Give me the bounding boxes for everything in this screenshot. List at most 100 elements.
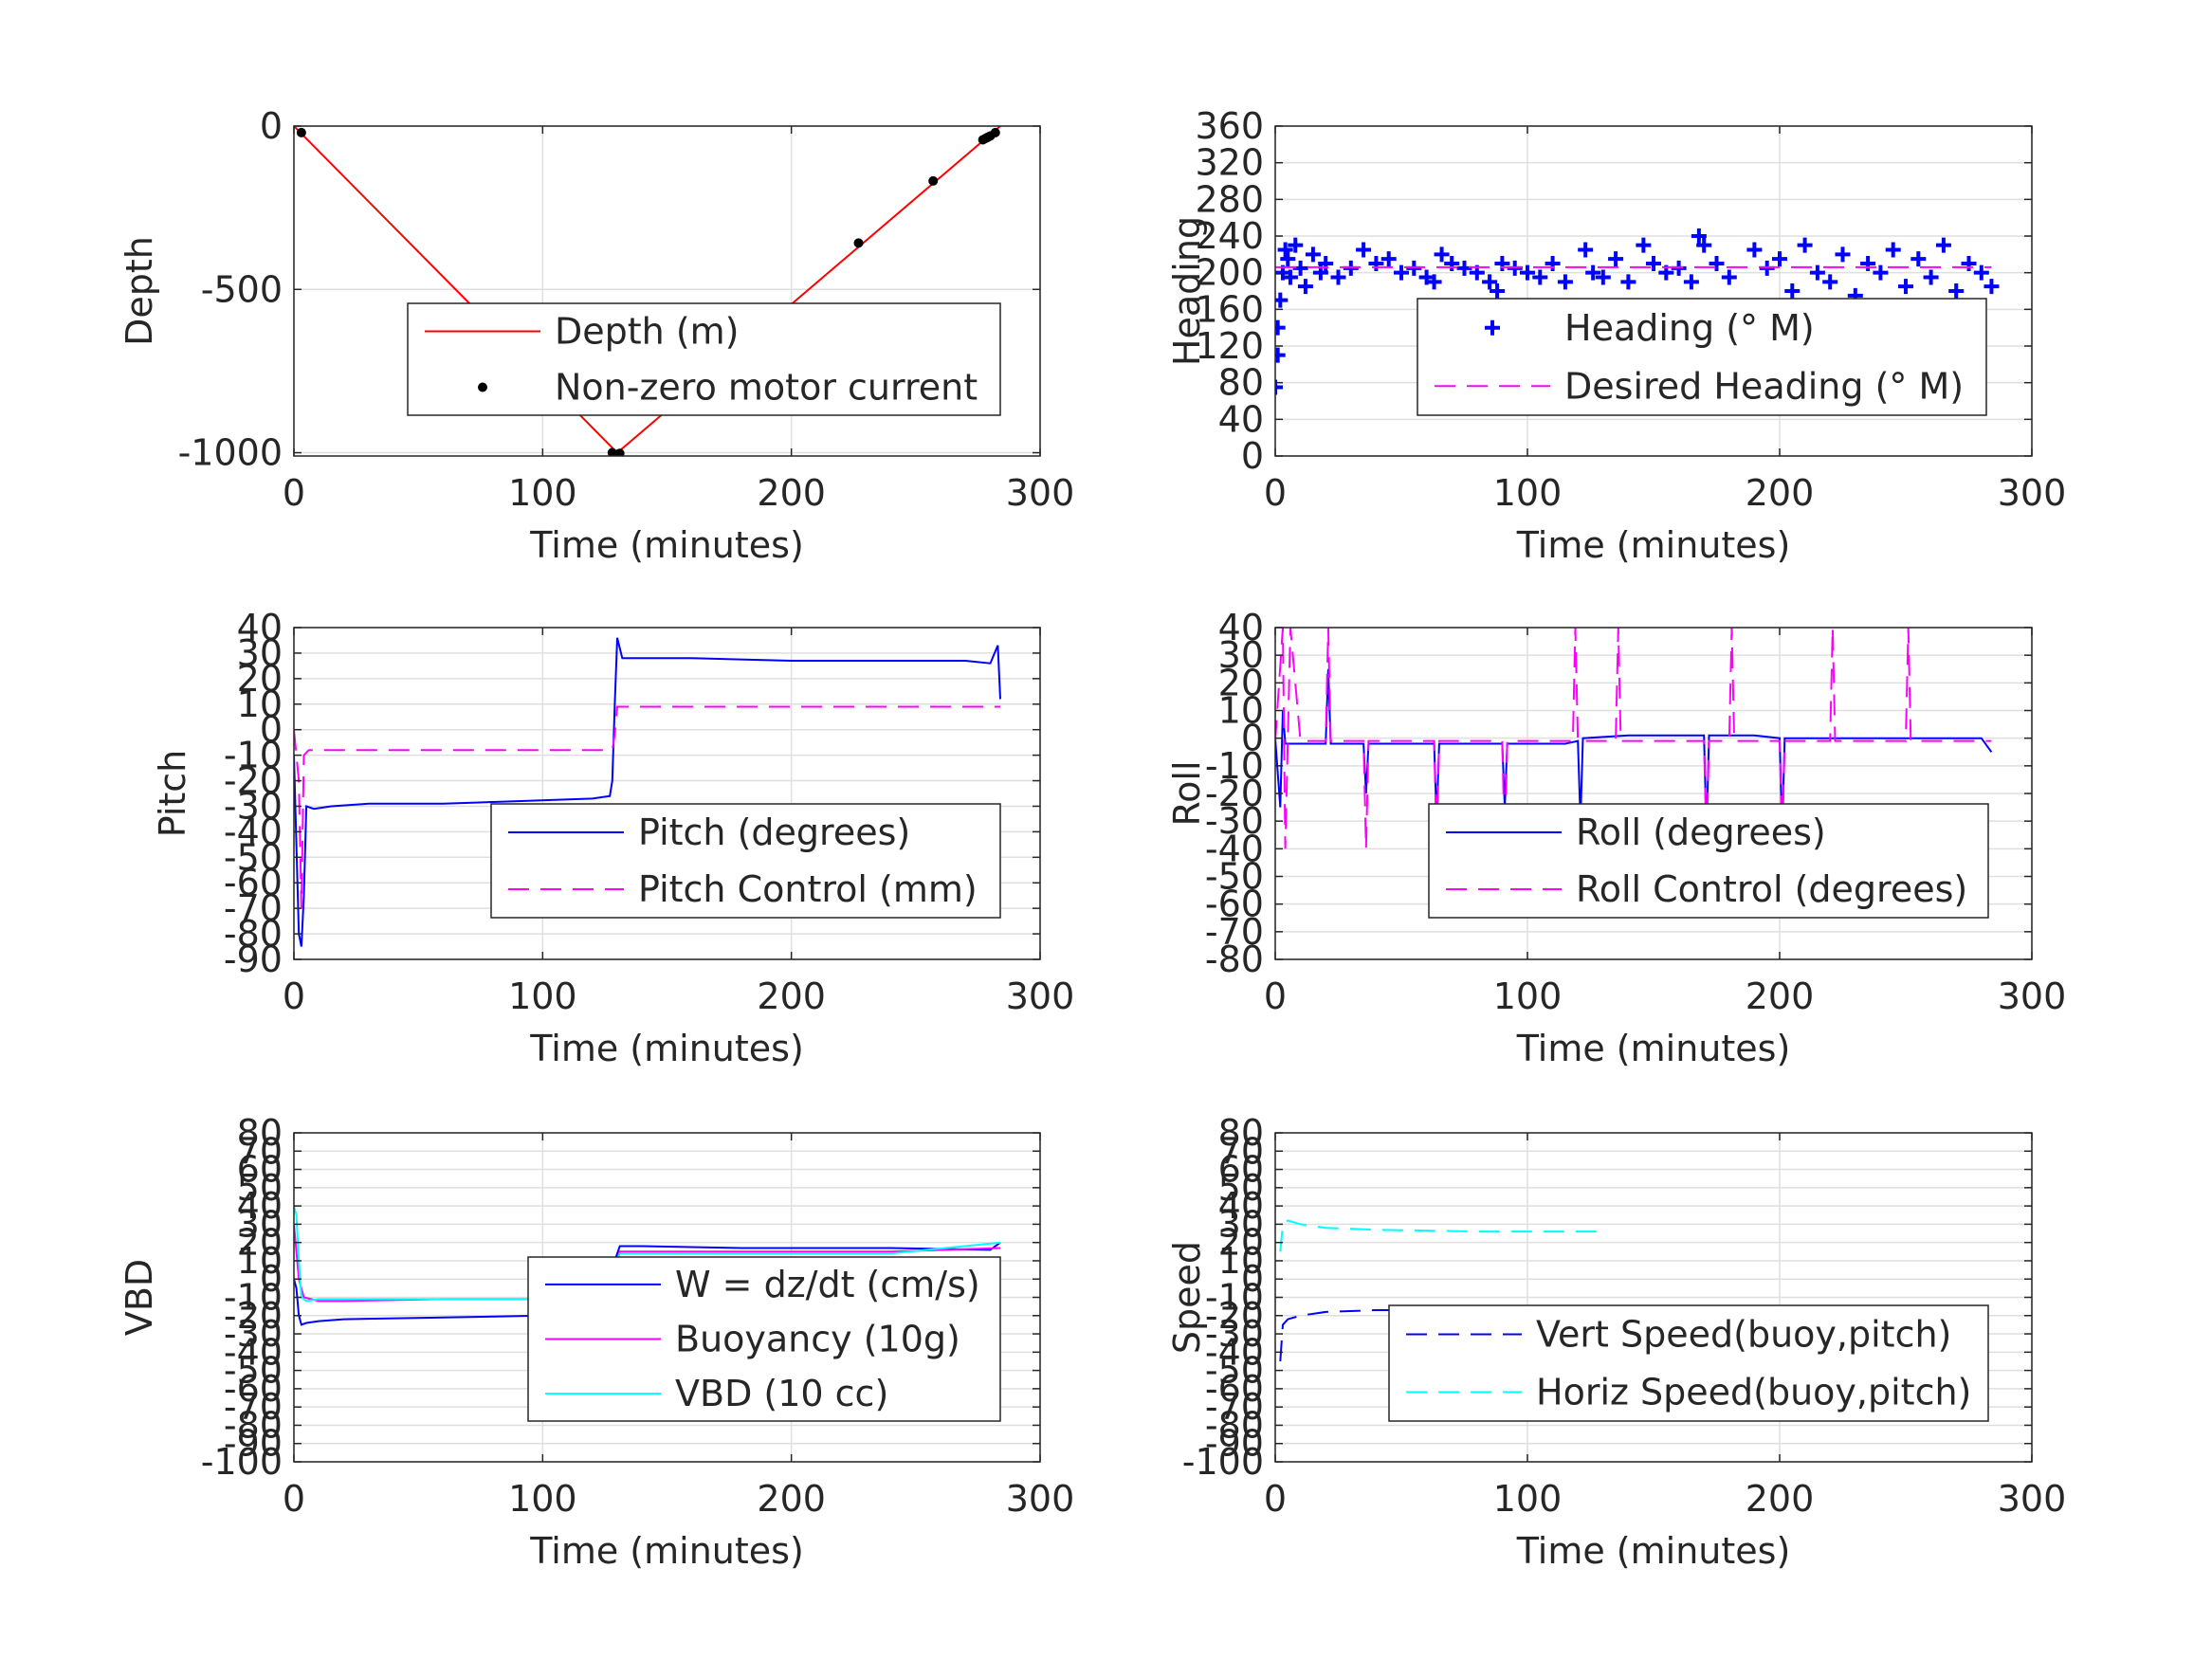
speed-ytick-label: -80 — [1205, 1404, 1264, 1446]
roll-series-1-line — [1275, 628, 1992, 849]
vbd-ytick-label: 0 — [260, 1258, 283, 1300]
pitch-legend-box — [490, 803, 1001, 919]
heading-xtick-label: 100 — [1493, 472, 1563, 514]
heading-series-0-point — [1910, 251, 1927, 267]
depth-series-1-point — [853, 238, 864, 248]
pitch-ytick-label: -60 — [224, 862, 283, 903]
pitch-xtick-label: 100 — [508, 975, 577, 1017]
heading-series-0-point — [1280, 251, 1296, 267]
vbd-series-2-line — [294, 1205, 1001, 1303]
pitch-ytick-label: -30 — [224, 785, 283, 827]
speed-xtick-label: 0 — [1264, 1478, 1287, 1520]
roll-ytick-label: -20 — [1205, 773, 1264, 814]
depth-series-1-point — [296, 127, 306, 137]
speed-ytick-label: -60 — [1205, 1368, 1264, 1410]
depth-legend-label: Non-zero motor current — [555, 367, 978, 409]
roll-ytick-label: 30 — [1218, 634, 1264, 676]
speed-legend-box — [1388, 1304, 1989, 1422]
heading-xtick-label: 300 — [1998, 472, 2067, 514]
depth-xtick-label: 100 — [508, 472, 577, 514]
vbd-ytick-label: -40 — [224, 1331, 283, 1373]
heading-series-0-point — [1873, 264, 1889, 281]
depth-ytick-label: -1000 — [178, 432, 283, 474]
pitch-ytick-label: 30 — [237, 632, 283, 674]
depth-legend-label: Depth (m) — [555, 311, 740, 353]
vbd-ylabel: VBD — [119, 1259, 160, 1336]
heading-series-0-point — [1822, 274, 1838, 290]
heading-series-0-point — [1330, 269, 1346, 285]
heading-axes-box — [1274, 125, 2033, 457]
heading-series-0-point — [1297, 279, 1313, 295]
heading-ytick-label: 280 — [1195, 178, 1264, 220]
roll-ytick-label: 10 — [1218, 690, 1264, 732]
pitch-data — [294, 637, 1001, 947]
vbd-ytick-label: -80 — [224, 1404, 283, 1446]
heading-series-0-point — [1784, 283, 1801, 299]
vbd-xtick-label: 0 — [283, 1478, 305, 1520]
heading-series-0-point — [1277, 242, 1293, 258]
vbd-xlabel: Time (minutes) — [529, 1530, 804, 1572]
pitch-ylabel: Pitch — [152, 750, 193, 838]
vbd-ytick-label: -100 — [201, 1441, 283, 1483]
depth-ylabel: Depth — [119, 236, 160, 346]
heading-legend-swatch — [1485, 319, 1500, 336]
heading-series-0-point — [1394, 264, 1409, 281]
heading-series-0-point — [1434, 246, 1450, 263]
speed-ytick-label: -10 — [1205, 1277, 1264, 1319]
depth-legend-swatch — [478, 382, 487, 392]
vbd-xtick-label: 100 — [508, 1478, 577, 1520]
speed-ytick-label: 50 — [1218, 1167, 1264, 1209]
speed-ytick-label: -100 — [1182, 1441, 1264, 1483]
heading-series-0-point — [1288, 237, 1304, 253]
depth-xlabel: Time (minutes) — [529, 524, 804, 566]
heading-series-0-point — [1691, 228, 1707, 244]
heading-series-0-point — [1885, 242, 1901, 258]
vbd-legend: W = dz/dt (cm/s) Buoyancy (10g) VBD (10 cc… — [527, 1256, 1001, 1422]
heading-series-0-point — [1683, 274, 1699, 290]
heading-ylabel: Heading — [1166, 216, 1208, 366]
heading-ytick-label: 240 — [1195, 215, 1264, 257]
heading-series-0-point — [1305, 246, 1321, 263]
heading-ytick-label: 80 — [1218, 362, 1264, 404]
speed-ytick-label: -50 — [1205, 1350, 1264, 1392]
speed-xlabel: Time (minutes) — [1516, 1530, 1791, 1572]
pitch-ytick-label: 20 — [237, 658, 283, 700]
heading-series-0-point — [1356, 242, 1372, 258]
heading-xlabel: Time (minutes) — [1516, 524, 1791, 566]
heading-series-0-point — [1444, 256, 1460, 271]
vbd-ytick-label: 20 — [237, 1222, 283, 1264]
roll-ytick-label: -50 — [1205, 856, 1264, 898]
speed-chart: 0 100 200 30080706050403020100-10-20-30-40-… — [1166, 1112, 2066, 1572]
vbd-legend-label: W = dz/dt (cm/s) — [675, 1264, 980, 1305]
speed-ytick-label: 0 — [1241, 1258, 1264, 1300]
heading-series-0-point — [1595, 269, 1611, 285]
speed-xtick-label: 200 — [1746, 1478, 1815, 1520]
pitch-ytick-label: -20 — [224, 760, 283, 802]
heading-legend: Heading (° M) Desired Heading (° M) — [1417, 298, 1987, 416]
vbd-ytick-label: 40 — [237, 1185, 283, 1227]
roll-legend: Roll (degrees) Roll Control (degrees) — [1428, 803, 1989, 919]
speed-ytick-label: 40 — [1218, 1185, 1264, 1227]
vbd-xtick-label: 300 — [1006, 1478, 1075, 1520]
pitch-ytick-label: -50 — [224, 836, 283, 878]
vbd-ytick-label: -70 — [224, 1386, 283, 1428]
speed-ytick-label: 10 — [1218, 1240, 1264, 1282]
pitch-axes-box — [293, 627, 1041, 960]
pitch-ytick-label: 40 — [237, 607, 283, 648]
pitch-ytick-label: -70 — [224, 887, 283, 929]
vbd-ytick-label: 80 — [237, 1112, 283, 1154]
heading-series-0-point — [1797, 237, 1813, 253]
roll-legend-label: Roll Control (degrees) — [1576, 868, 1967, 910]
vbd-ytick-label: -30 — [224, 1313, 283, 1355]
pitch-legend: Pitch (degrees) Pitch Control (mm) — [490, 803, 1001, 919]
heading-series-0-point — [1809, 264, 1825, 281]
heading-series-0-point — [1923, 269, 1939, 285]
roll-chart: 0 100 200 300403020100-10-20-30-40-50-60-70… — [1166, 607, 2066, 1069]
speed-ytick-label: -20 — [1205, 1295, 1264, 1337]
pitch-legend-label: Pitch (degrees) — [638, 811, 910, 853]
vbd-ytick-label: 60 — [237, 1149, 283, 1191]
depth-series-1-point — [990, 127, 1000, 137]
heading-legend-box — [1417, 298, 1987, 416]
roll-ylabel: Roll — [1166, 760, 1208, 826]
depth-xtick-label: 200 — [757, 472, 826, 514]
